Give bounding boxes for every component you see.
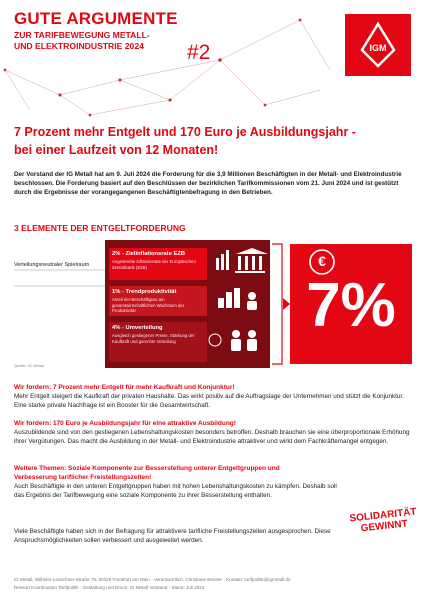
footer: Ressort Koordination Tarifpolitik · Gest…	[14, 585, 205, 590]
section-heading: Weitere Themen: Soziale Komponente zur B…	[14, 465, 280, 481]
logo-text: IGM	[369, 43, 387, 53]
diagram-heading: 3 ELEMENTE DER ENTGELTFORDERUNG	[14, 223, 186, 233]
element-text: Angestrebte Inflationsrate der Europäisc…	[112, 259, 196, 270]
element-title: 1% - Trendproduktivität	[112, 289, 177, 295]
element-title: 4% - Umverteilung	[112, 325, 163, 331]
source: Quelle: IG Metall	[14, 363, 44, 368]
diagram	[14, 240, 412, 368]
section-body: Mehr Entgelt steigert die Kaufkraft der …	[14, 393, 404, 409]
headline: bei einer Laufzeit von 12 Monaten!	[14, 143, 219, 157]
closing: Viele Beschäftigte haben sich in der Bef…	[14, 528, 331, 544]
section-heading: Wir fordern: 170 Euro je Ausbildungsjahr…	[14, 420, 236, 427]
stamp: SOLIDARITÄT GEWINNT	[349, 507, 418, 536]
result: 7%	[306, 271, 396, 340]
section-heading: Wir fordern: 7 Prozent mehr Entgelt für …	[14, 384, 235, 391]
issue-number: #2	[187, 41, 211, 64]
headline: 7 Prozent mehr Entgelt und 170 Euro je A…	[14, 125, 356, 139]
element-title: 2% - Zielinflationsrate EZB	[112, 251, 186, 257]
intro: Der Vorstand der IG Metall hat am 9. Jul…	[14, 171, 402, 196]
title: GUTE ARGUMENTE	[14, 9, 178, 28]
header-network	[3, 14, 411, 117]
footer: IG Metall, Wilhelm-Leuschner-Straße 79, …	[14, 577, 291, 582]
subtitle: ZUR TARIFBEWEGUNG METALL-	[14, 30, 150, 40]
element-text: Ausgleich gestiegener Preise, Stärkung d…	[112, 333, 195, 344]
element-text: Anteil der Beschäftigten am gesamtwirtsc…	[112, 297, 185, 313]
section-body: Auszubildende sind von den gestiegenen L…	[14, 429, 410, 445]
section-body: Auch Beschäftigte in den unteren Entgelt…	[14, 483, 337, 499]
side-label: Verteilungsneutraler Spielraum	[14, 262, 90, 268]
subtitle: UND ELEKTROINDUSTRIE 2024	[14, 41, 144, 51]
euro-icon: €	[318, 253, 326, 269]
